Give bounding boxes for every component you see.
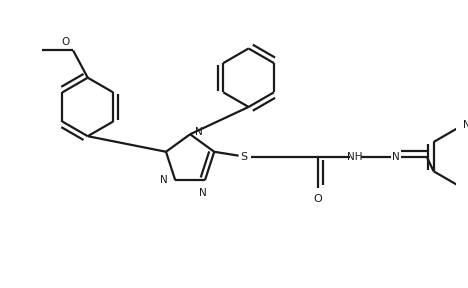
Text: NH: NH [347, 152, 362, 162]
Text: N: N [392, 152, 399, 162]
Text: S: S [240, 152, 247, 162]
Text: N: N [199, 188, 207, 198]
Text: N: N [463, 120, 468, 130]
Text: N: N [195, 127, 203, 137]
Text: O: O [313, 194, 322, 204]
Text: O: O [61, 37, 69, 48]
Text: N: N [160, 175, 168, 185]
